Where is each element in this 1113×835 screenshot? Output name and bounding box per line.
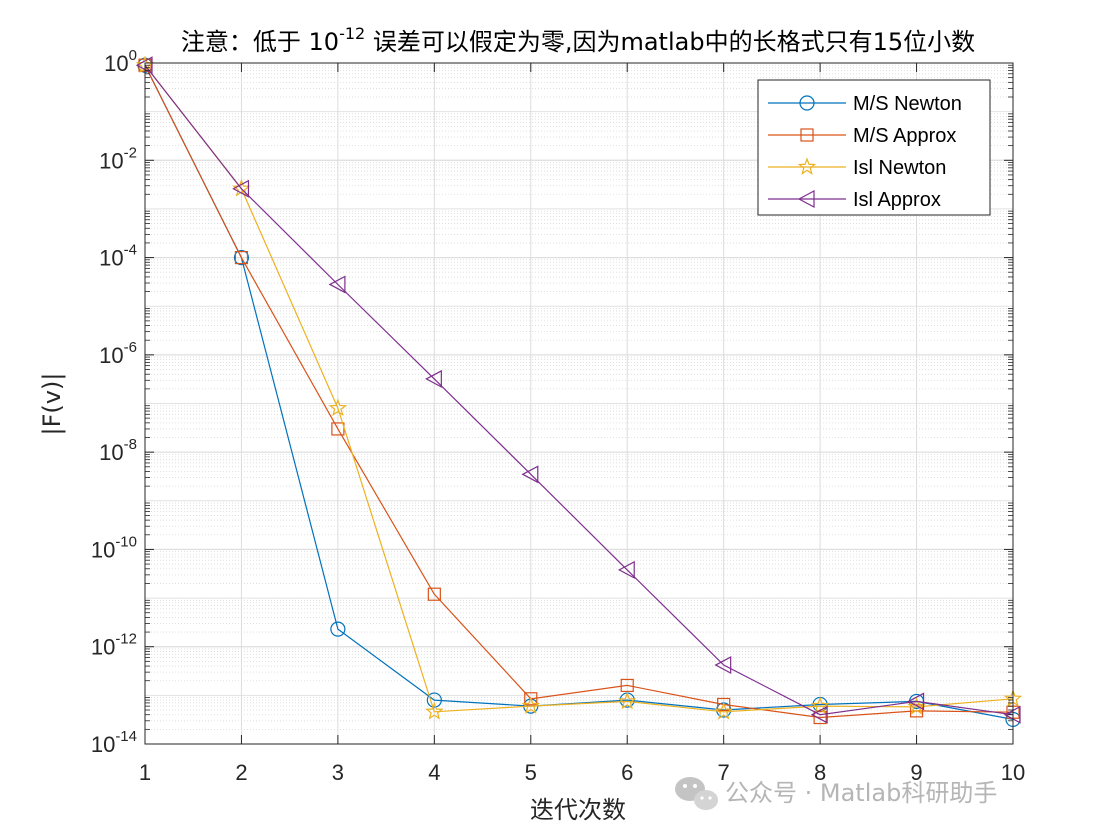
legend-marker <box>797 157 817 175</box>
data-point <box>425 369 442 388</box>
series-line <box>144 64 1014 720</box>
y-tick-label: 10-6 <box>99 339 137 368</box>
x-tick-label: 4 <box>428 760 440 785</box>
series-line <box>144 64 1014 719</box>
data-point <box>717 697 731 712</box>
data-point <box>234 250 249 265</box>
series-layer <box>135 55 1023 728</box>
data-point <box>813 710 827 725</box>
chart-title: 注意：低于 10-12 误差可以假定为零,因为matlab中的长格式只有15位小… <box>181 24 975 56</box>
plot-frame <box>144 62 1014 745</box>
data-point <box>233 249 250 266</box>
y-tick-label: 10-8 <box>99 436 137 465</box>
legend-item: M/S Approx <box>768 125 956 147</box>
data-point <box>426 692 442 708</box>
data-point <box>521 696 540 714</box>
data-point <box>524 692 538 706</box>
x-tick-label: 1 <box>139 760 151 785</box>
y-axis-tick-labels: 100 10-2 10-4 10-6 10-8 10-10 10-12 10-14 <box>91 47 137 757</box>
data-point <box>714 656 732 675</box>
y-tick-label: 10-10 <box>91 533 137 562</box>
legend-marker <box>800 128 814 142</box>
watermark-text: 公众号 · Matlab科研助手 <box>725 779 997 807</box>
x-axis-label: 迭代次数 <box>530 796 626 824</box>
legend: M/S Newton M/S Approx Isl Newton Isl Approx <box>757 79 991 216</box>
legend-item: Isl Newton <box>768 157 946 179</box>
y-tick-label: 10-4 <box>99 242 137 271</box>
x-tick-label: 7 <box>718 760 730 785</box>
x-tick-label: 8 <box>814 760 826 785</box>
series-line <box>144 64 1014 716</box>
data-point <box>907 697 926 715</box>
x-axis-tick-labels: 1 2 3 4 5 6 7 8 9 10 <box>139 760 1025 785</box>
data-point <box>810 696 830 714</box>
y-tick-label: 10-14 <box>91 728 137 757</box>
data-point <box>909 704 924 718</box>
legend-marker <box>799 95 815 111</box>
y-tick-label: 10-2 <box>99 144 137 173</box>
legend-item: M/S Newton <box>768 93 962 115</box>
data-point <box>425 702 444 720</box>
wechat-icon <box>675 777 718 810</box>
x-tick-label: 6 <box>621 760 633 785</box>
data-point <box>617 560 635 579</box>
y-axis-label: |F(v)| <box>38 373 66 436</box>
legend-marker <box>797 190 815 208</box>
legend-label: M/S Newton <box>853 93 962 115</box>
x-tick-label: 9 <box>910 760 922 785</box>
x-tick-label: 2 <box>235 760 247 785</box>
y-tick-label: 10-12 <box>91 631 137 660</box>
legend-label: Isl Approx <box>853 189 941 211</box>
series-isl-approx <box>135 56 1021 724</box>
data-point <box>328 398 348 417</box>
legend-label: Isl Newton <box>853 157 946 179</box>
data-point <box>328 275 346 294</box>
x-tick-label: 5 <box>525 760 537 785</box>
x-tick-label: 3 <box>332 760 344 785</box>
data-point <box>330 621 346 637</box>
data-point <box>810 705 828 724</box>
data-point <box>232 179 251 197</box>
y-tick-label: 100 <box>104 47 137 76</box>
x-tick-label: 10 <box>1001 760 1025 785</box>
watermark: 公众号 · Matlab科研助手 <box>675 777 997 810</box>
legend-item: Isl Approx <box>768 189 941 211</box>
minor-grid <box>145 64 1013 730</box>
series-line <box>144 64 1014 713</box>
data-point <box>714 702 733 720</box>
data-point <box>907 692 925 711</box>
data-point <box>232 179 250 198</box>
data-point <box>620 678 634 693</box>
legend-label: M/S Approx <box>853 125 956 147</box>
data-point <box>427 587 441 601</box>
data-point <box>618 691 637 710</box>
tick-marks <box>144 62 1014 745</box>
data-point <box>521 465 539 484</box>
